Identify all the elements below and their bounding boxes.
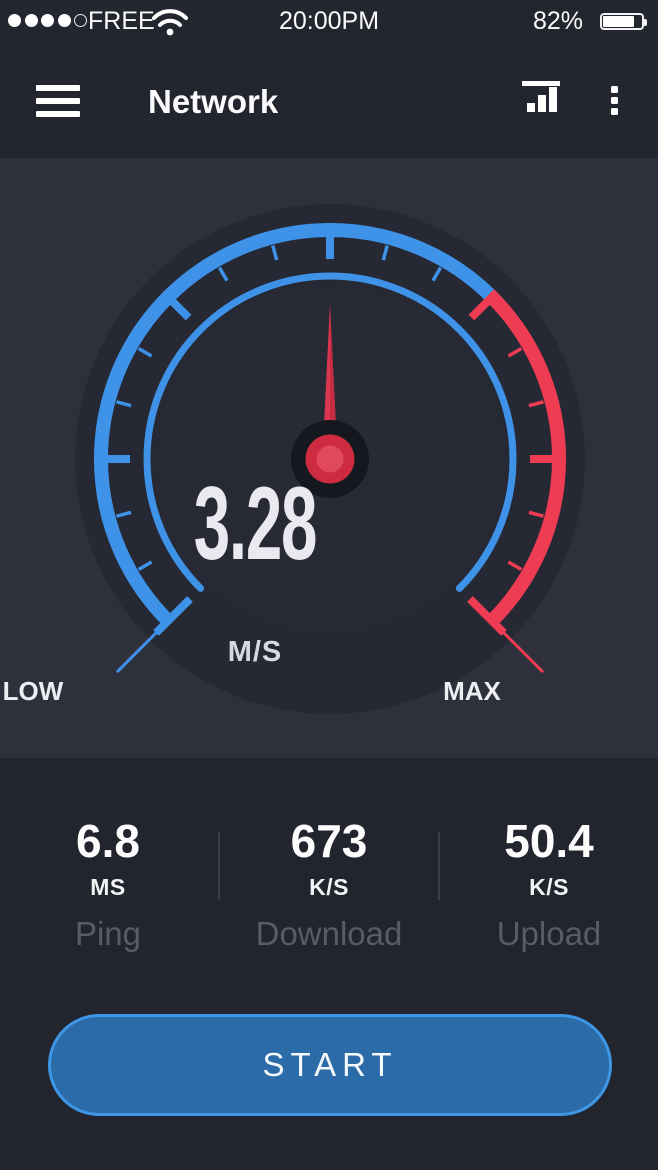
ping-value: 6.8 xyxy=(76,815,140,867)
download-unit: K/S xyxy=(309,874,349,900)
download-label: Download xyxy=(255,915,403,952)
overflow-menu-icon[interactable] xyxy=(607,84,621,120)
signal-dot xyxy=(24,14,38,27)
battery-percent: 82% xyxy=(532,7,583,35)
start-button[interactable]: START xyxy=(48,1014,612,1116)
gauge-max-label: MAX xyxy=(443,676,501,706)
upload-label: Upload xyxy=(496,915,602,952)
signal-dot xyxy=(8,14,21,27)
menu-icon[interactable] xyxy=(36,85,80,118)
battery-fill xyxy=(603,16,634,27)
top-bar: FREE 20:00PM 82% Network xyxy=(0,0,658,158)
stats-panel: 6.8 MS Ping 673 K/S Download 50.4 K/S Up… xyxy=(0,758,658,978)
upload-value: 50.4 xyxy=(504,815,594,867)
signal-strength-icon xyxy=(8,14,87,27)
stat-download: 673 K/S Download xyxy=(219,818,439,953)
gauge-value: 3.28 xyxy=(193,466,318,582)
battery-nub xyxy=(644,19,647,26)
gauge-unit: M/S xyxy=(227,636,283,668)
stat-ping: 6.8 MS Ping xyxy=(0,818,218,953)
stat-upload: 50.4 K/S Upload xyxy=(439,818,658,953)
signal-dot xyxy=(57,14,71,27)
speedometer-gauge xyxy=(94,223,566,673)
wifi-icon xyxy=(152,9,188,36)
carrier-label: FREE xyxy=(88,7,155,35)
ping-label: Ping xyxy=(74,915,142,952)
speed-gauge-section: 3.28 M/S LOW MAX xyxy=(0,158,658,758)
divider xyxy=(218,832,220,900)
gauge-low-label: LOW xyxy=(2,676,64,706)
battery-icon xyxy=(600,13,647,30)
upload-unit: K/S xyxy=(529,874,569,900)
download-value: 673 xyxy=(290,815,368,867)
ping-unit: MS xyxy=(90,874,126,900)
history-chart-icon[interactable] xyxy=(522,81,560,117)
signal-dot-empty xyxy=(74,14,87,27)
signal-dot xyxy=(41,14,54,27)
status-bar: FREE 20:00PM 82% xyxy=(0,0,658,42)
page-title: Network xyxy=(148,83,279,120)
app-bar: Network xyxy=(0,72,658,132)
divider xyxy=(438,832,440,900)
clock: 20:00PM xyxy=(278,7,380,35)
